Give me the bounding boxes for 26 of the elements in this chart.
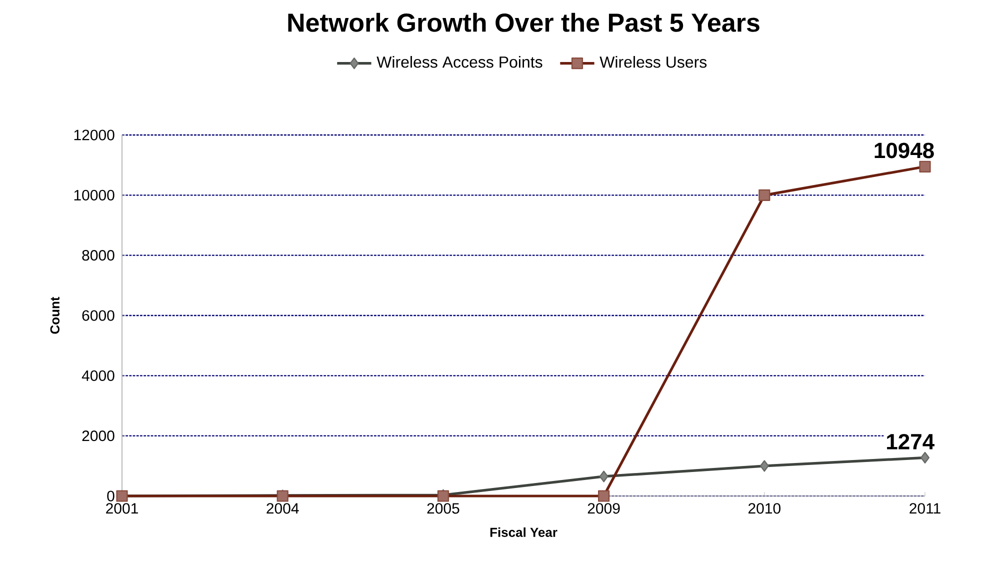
x-tick-label: 2005 [427, 503, 460, 514]
point [599, 470, 608, 482]
y-tick-label: 0 [107, 490, 114, 502]
x-tick-label: 2011 [910, 503, 940, 514]
point [758, 189, 770, 201]
y-tick-label: 12000 [74, 130, 114, 140]
legend-label: Wireless Users [600, 56, 707, 68]
y-tick-label: 8000 [82, 250, 114, 261]
chart-title: Network Growth Over the Past 5 Years [288, 12, 760, 32]
data-label: 10948 [874, 142, 934, 158]
y-axis-title: Count [50, 296, 60, 334]
legend-label: Wireless Access Points [376, 56, 542, 68]
point [920, 452, 930, 464]
x-axis-title: Fiscal Year [490, 527, 558, 537]
y-tick-label: 2000 [82, 430, 114, 442]
y-tick-label: 4000 [82, 370, 114, 381]
point [919, 160, 931, 172]
x-tick-label: 2004 [266, 503, 299, 514]
y-tick-label: 10000 [74, 190, 114, 200]
point [760, 460, 769, 472]
x-tick-label: 2009 [588, 503, 620, 514]
y-tick-label: 6000 [82, 310, 114, 321]
point [598, 490, 610, 502]
x-tick-label: 2001 [106, 503, 138, 514]
data-label: 1274 [887, 434, 934, 450]
x-tick-label: 2010 [748, 503, 780, 514]
